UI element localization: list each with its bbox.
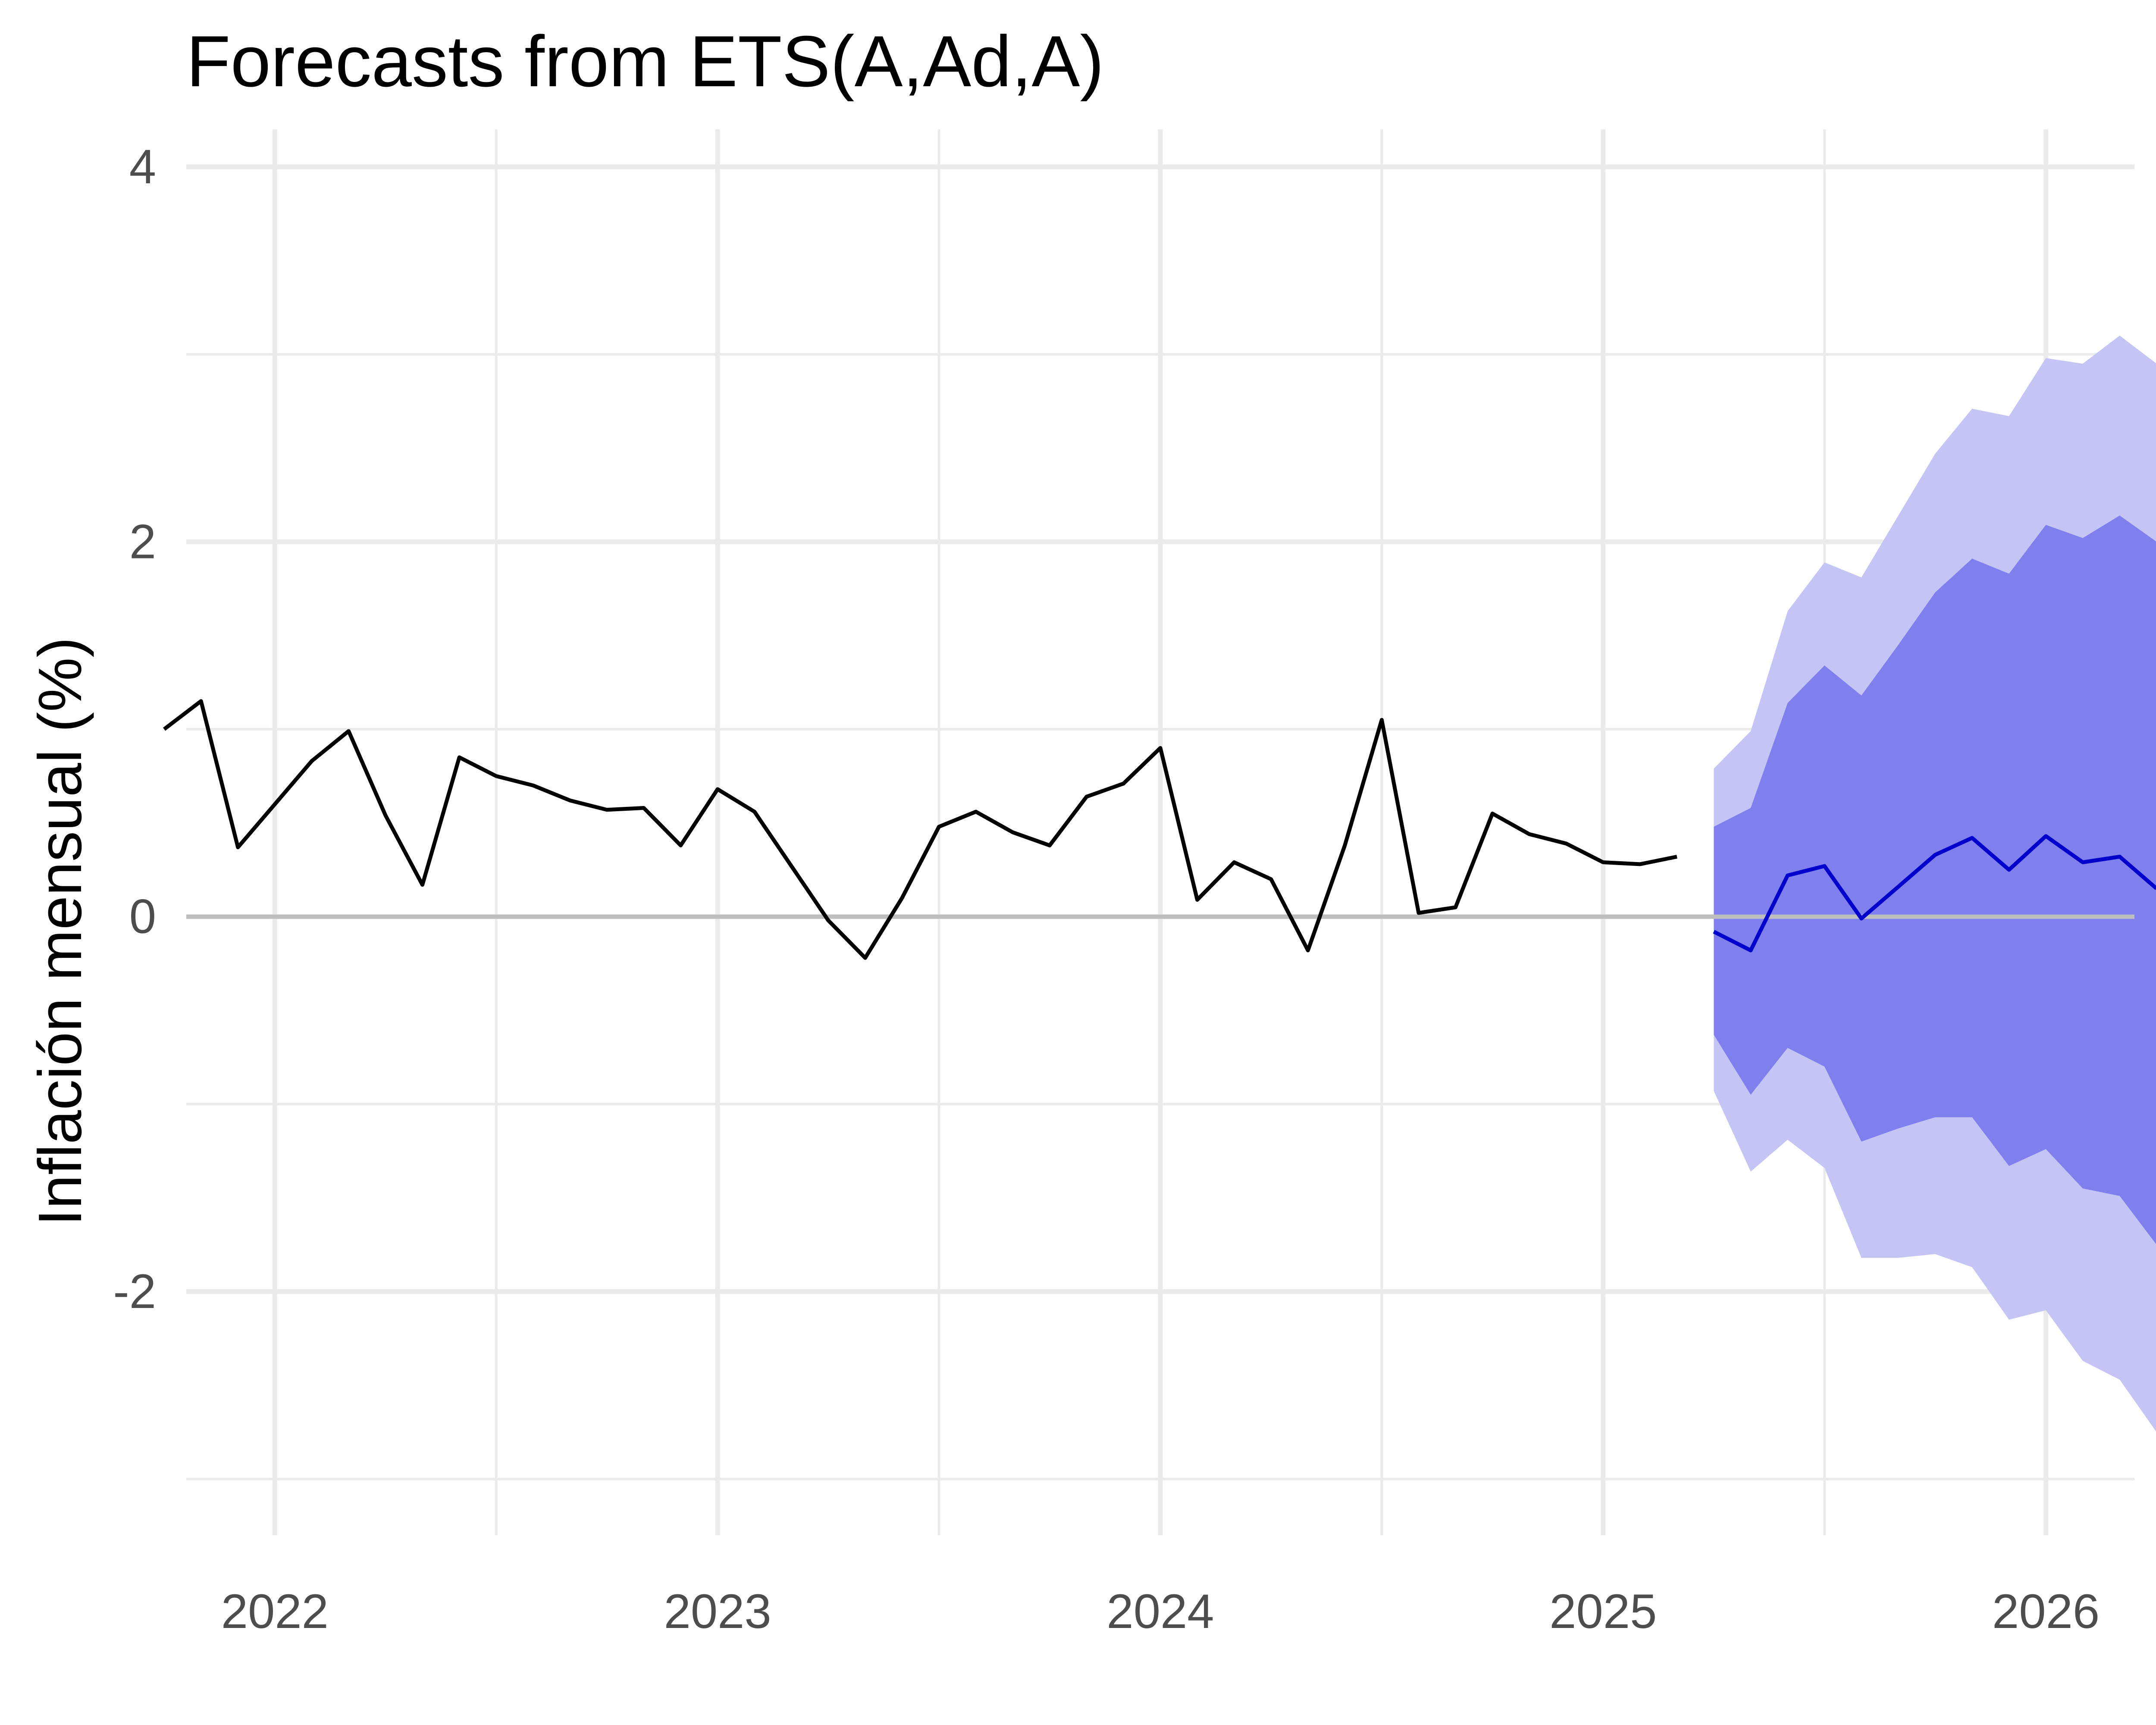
y-tick-label: 0 xyxy=(129,890,156,944)
y-tick-label: 4 xyxy=(129,140,156,194)
x-tick-label: 2026 xyxy=(1992,1584,2100,1638)
series-lines xyxy=(163,699,2156,960)
x-tick-label: 2023 xyxy=(664,1584,771,1638)
y-tick-label: -2 xyxy=(113,1264,156,1318)
prediction-interval-80 xyxy=(1714,515,2156,1244)
forecast-mean-line xyxy=(1713,834,2156,953)
x-tick-label: 2024 xyxy=(1106,1584,1214,1638)
y-axis-ticks: -2 0 2 4 xyxy=(113,140,156,1318)
x-tick-label: 2022 xyxy=(221,1584,329,1638)
x-axis-ticks: 2022 2023 2024 2025 2026 xyxy=(221,1584,2100,1638)
prediction-intervals xyxy=(1714,336,2156,1432)
chart-title: Forecasts from ETS(A,Ad,A) xyxy=(186,21,1104,102)
x-tick-label: 2025 xyxy=(1549,1584,1657,1638)
observed-series-line xyxy=(163,699,1677,960)
y-tick-label: 2 xyxy=(129,514,156,568)
